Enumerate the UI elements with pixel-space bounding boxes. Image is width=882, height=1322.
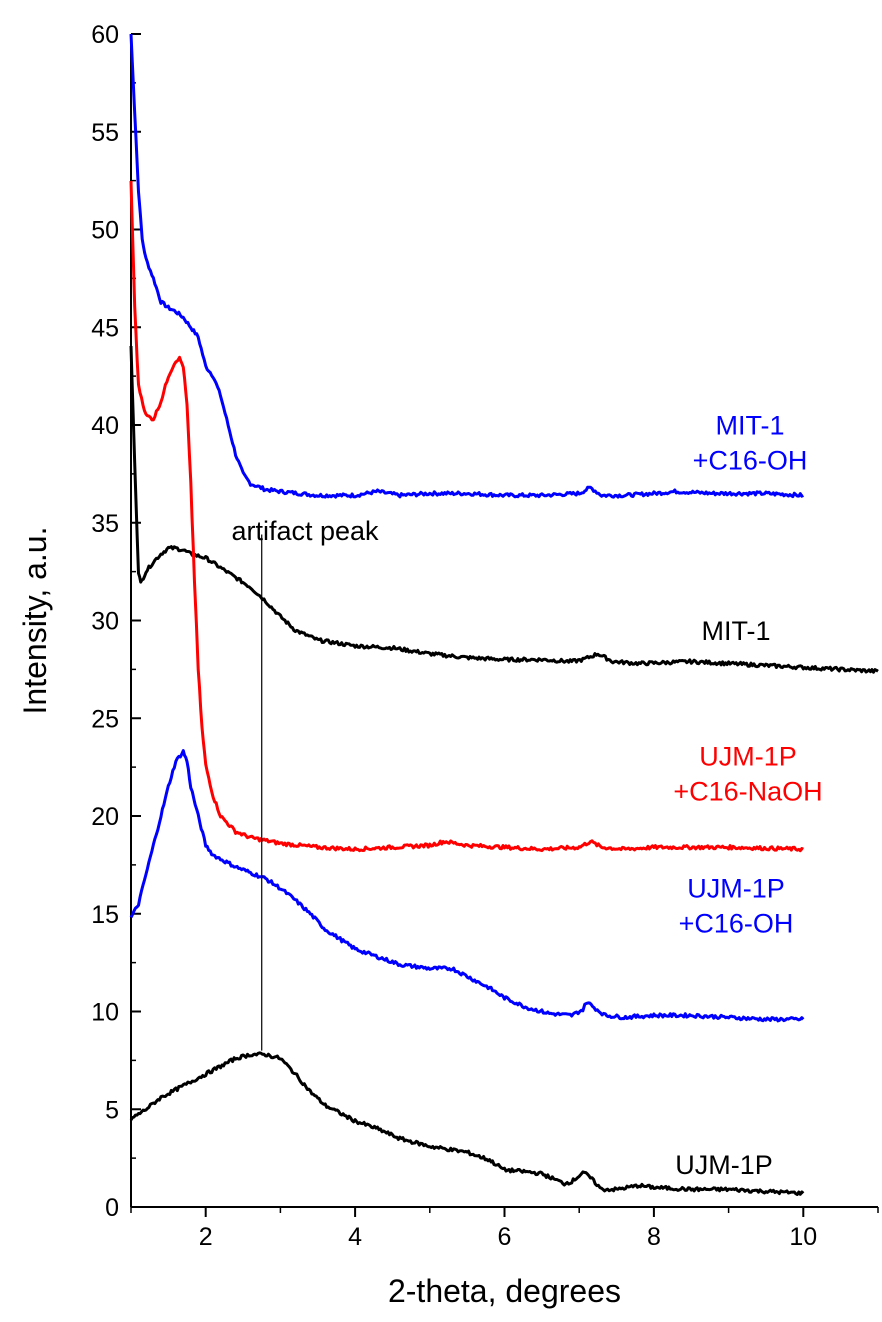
x-tick-label: 10 [789, 1223, 817, 1251]
series-line-4 [129, 1051, 805, 1196]
series-label: +C16-OH [679, 909, 794, 939]
y-tick-label: 50 [91, 217, 119, 245]
y-tick-label: 25 [91, 705, 119, 733]
y-tick-label: 15 [91, 901, 119, 929]
series-line-3 [129, 749, 805, 1023]
series-label: MIT-1 [715, 411, 784, 441]
series-label: +C16-OH [693, 446, 808, 476]
y-tick-label: 20 [91, 803, 119, 831]
y-tick-label: 60 [91, 21, 119, 49]
y-axis-title: Intensity, a.u. [17, 527, 53, 715]
series-line-2 [129, 180, 804, 853]
y-tick-label: 55 [91, 119, 119, 147]
x-tick-label: 8 [647, 1223, 661, 1251]
y-tick-label: 0 [105, 1194, 119, 1222]
y-tick-label: 40 [91, 412, 119, 440]
series-label: UJM-1P [687, 874, 785, 904]
x-tick-label: 2 [199, 1223, 213, 1251]
y-tick-label: 35 [91, 510, 119, 538]
series-label: UJM-1P [699, 742, 797, 772]
annotations: artifact peak [231, 516, 379, 1051]
x-tick-label: 6 [498, 1223, 512, 1251]
series-label: UJM-1P [675, 1150, 773, 1180]
series-label: +C16-NaOH [673, 777, 822, 807]
x-tick-label: 4 [348, 1223, 362, 1251]
artifact-peak-label: artifact peak [231, 516, 379, 546]
series-group [129, 33, 879, 1196]
series-line-1 [129, 345, 879, 674]
y-tick-label: 30 [91, 608, 119, 636]
series-label: MIT-1 [701, 616, 770, 646]
x-axis-title: 2-theta, degrees [388, 1273, 621, 1309]
y-tick-label: 45 [91, 314, 119, 342]
series-line-0 [129, 33, 805, 499]
y-tick-label: 10 [91, 999, 119, 1027]
series-labels: MIT-1 +C16-OH MIT-1 UJM-1P +C16-NaOH UJM-1P +C… [673, 411, 822, 1181]
y-tick-label: 5 [105, 1096, 119, 1124]
axes: 0 5 10 15 20 25 30 35 40 45 50 55 60 2 4 6 8 10 2-theta, d… [17, 21, 879, 1309]
